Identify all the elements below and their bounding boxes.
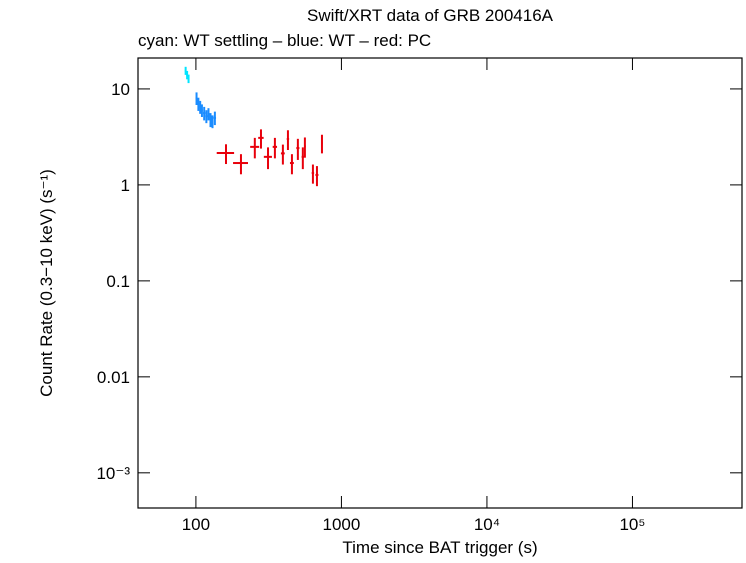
y-axis-label: Count Rate (0.3−10 keV) (s⁻¹) [37,169,56,397]
y-tick-label: 0.1 [106,272,130,291]
chart-title: Swift/XRT data of GRB 200416A [307,6,554,25]
y-tick-label: 10 [111,80,130,99]
plot-frame [137,57,743,509]
x-tick-label: 1000 [323,515,361,534]
x-axis-label: Time since BAT trigger (s) [342,538,537,557]
y-tick-label: 0.01 [97,368,130,387]
x-tick-label: 100 [182,515,210,534]
y-tick-label: 10⁻³ [96,464,130,483]
x-tick-label: 10⁴ [474,515,500,534]
x-tick-label: 10⁵ [619,515,645,534]
y-tick-label: 1 [121,176,130,195]
chart-subtitle: cyan: WT settling – blue: WT – red: PC [138,31,431,50]
